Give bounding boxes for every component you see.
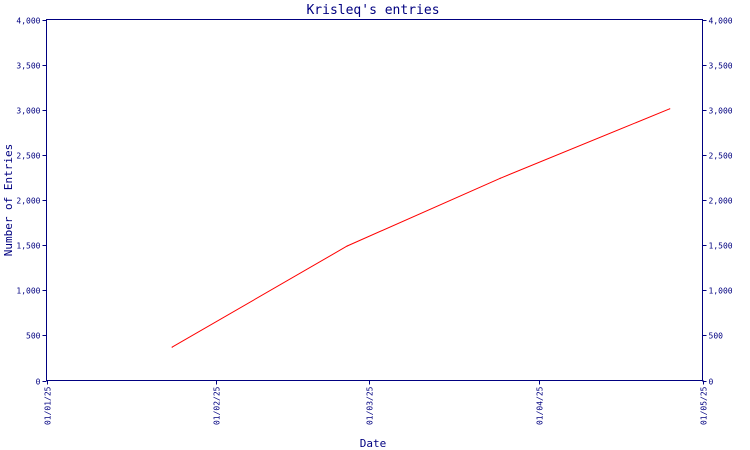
x-axis: 01/01/25 01/02/25 01/03/25 01/04/25 01/05/25 bbox=[44, 380, 709, 425]
x-tick-label: 01/05/25 bbox=[700, 386, 709, 425]
y-tick-label-right: 2,500 bbox=[709, 152, 733, 161]
y-tick-label-right: 3,500 bbox=[709, 62, 733, 71]
x-tick-label: 01/02/25 bbox=[213, 386, 222, 425]
y-tick-label-left: 1,500 bbox=[16, 242, 40, 251]
series-point bbox=[171, 346, 173, 348]
x-tick-label: 01/04/25 bbox=[536, 386, 545, 425]
chart-title: Krisleq's entries bbox=[306, 3, 439, 18]
y-tick-label-left: 0 bbox=[36, 378, 41, 387]
plot-frame bbox=[46, 19, 703, 381]
y-tick-label-right: 0 bbox=[709, 378, 714, 387]
y-tick-label-left: 1,000 bbox=[16, 287, 40, 296]
y-axis-left: 0 500 1,000 1,500 2,000 2,500 3,000 3,500 4,000 bbox=[16, 17, 47, 387]
y-tick-label-right: 500 bbox=[709, 332, 724, 341]
y-tick-label-right: 4,000 bbox=[709, 17, 733, 26]
y-axis-right: 0 500 1,000 1,500 2,000 2,500 3,000 3,500 4,000 bbox=[702, 17, 733, 387]
y-tick-label-right: 1,500 bbox=[709, 242, 733, 251]
y-tick-label-right: 1,000 bbox=[709, 287, 733, 296]
y-tick-label-left: 500 bbox=[26, 332, 41, 341]
y-axis-label: Number of Entries bbox=[2, 144, 15, 257]
series-point bbox=[346, 245, 348, 247]
y-tick-label-left: 2,500 bbox=[16, 152, 40, 161]
y-tick-label-left: 3,500 bbox=[16, 62, 40, 71]
series-layer bbox=[171, 108, 671, 348]
y-tick-label-right: 3,000 bbox=[709, 107, 733, 116]
y-tick-label-left: 2,000 bbox=[16, 197, 40, 206]
x-axis-label: Date bbox=[360, 437, 387, 450]
y-tick-label-right: 2,000 bbox=[709, 197, 733, 206]
series-line bbox=[171, 108, 670, 348]
x-tick-label: 01/03/25 bbox=[366, 386, 375, 425]
y-tick-label-left: 3,000 bbox=[16, 107, 40, 116]
series-point bbox=[669, 108, 671, 110]
x-tick-label: 01/01/25 bbox=[44, 386, 53, 425]
y-tick-label-left: 4,000 bbox=[16, 17, 40, 26]
series-point bbox=[499, 177, 501, 179]
